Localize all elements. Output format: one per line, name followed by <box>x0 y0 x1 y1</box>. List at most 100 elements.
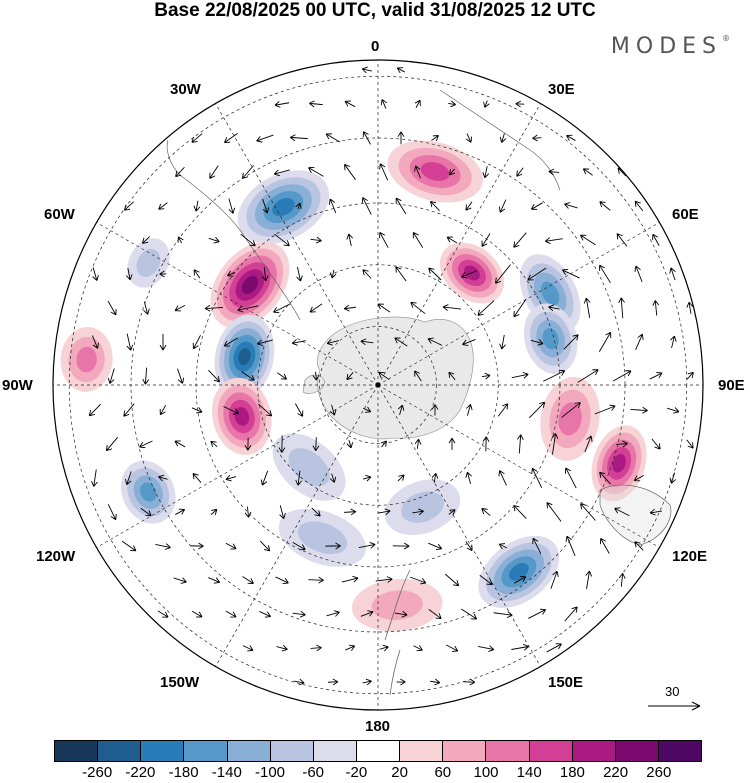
meridian-line <box>377 214 674 386</box>
wind-vector <box>140 507 152 517</box>
lon-label-150e: 150E <box>548 674 584 691</box>
wind-vector <box>599 201 611 211</box>
wind-vector <box>345 644 356 651</box>
wind-vector <box>294 403 304 417</box>
wind-vector <box>326 610 340 617</box>
wind-vector <box>448 437 456 450</box>
colorbar-cell <box>486 741 530 761</box>
colorbar-tick-label: -60 <box>302 764 325 781</box>
wind-vector <box>649 508 662 516</box>
wind-vector <box>312 371 320 381</box>
wind-vector <box>413 645 423 652</box>
wind-vector <box>412 508 424 516</box>
wind-vector <box>392 542 410 550</box>
wind-vector <box>259 540 271 552</box>
wind-vector <box>225 610 237 618</box>
wind-vector <box>375 576 393 583</box>
colorbar-cell <box>141 741 185 761</box>
wind-vector <box>528 401 546 419</box>
wind-vector <box>445 644 459 652</box>
wind-vector <box>448 100 457 108</box>
wind-vector <box>551 433 559 455</box>
wind-vector <box>612 370 632 382</box>
wind-vector <box>481 372 491 380</box>
wind-vector <box>142 367 150 385</box>
wind-vector <box>174 304 186 312</box>
wind-vector <box>278 435 286 453</box>
wind-vector <box>259 611 272 618</box>
lon-label-90e: 90E <box>718 377 745 394</box>
wind-vector <box>225 542 237 550</box>
wind-vector <box>465 201 473 211</box>
wind-vector <box>599 471 611 485</box>
wind-vector <box>308 576 324 584</box>
wind-vector <box>614 507 630 517</box>
wind-vector <box>652 300 660 316</box>
anomaly-contour <box>76 346 97 373</box>
wind-vector <box>465 471 472 484</box>
wind-vector <box>159 404 167 416</box>
wind-vector <box>618 297 625 319</box>
wind-vector <box>121 540 137 552</box>
wind-vector <box>107 368 115 384</box>
wind-vector <box>397 474 405 482</box>
wind-vector <box>227 270 235 277</box>
wind-vector <box>274 101 290 108</box>
wind-vector <box>175 508 186 515</box>
wind-vector <box>630 406 648 414</box>
wind-vector <box>495 264 511 284</box>
wind-vector <box>193 200 201 212</box>
wind-vector <box>277 372 288 380</box>
wind-vector <box>192 472 202 483</box>
wind-vector <box>291 339 306 346</box>
wind-vectors <box>88 66 694 686</box>
wind-vector <box>481 233 491 247</box>
colorbar-cell <box>313 741 357 761</box>
wind-vector <box>477 300 495 316</box>
lon-label-120w: 120W <box>36 548 76 565</box>
colorbar-cell <box>55 741 99 761</box>
lon-label-30w: 30W <box>170 81 201 98</box>
wind-vector <box>174 440 186 448</box>
wind-vector <box>377 508 391 516</box>
meridian-line <box>82 214 379 386</box>
wind-vector <box>362 269 372 279</box>
wind-vector <box>669 472 676 484</box>
colorbar-cell <box>529 741 573 761</box>
wind-vector <box>431 135 439 142</box>
anomaly-contour <box>371 590 423 620</box>
wind-vector <box>328 198 337 214</box>
wind-vector <box>223 337 238 347</box>
wind-vector <box>107 300 117 316</box>
anomaly-contour <box>234 406 250 426</box>
wind-vector <box>686 301 694 314</box>
wind-vector <box>431 472 439 483</box>
wind-vector <box>159 333 167 351</box>
wind-vector <box>583 297 591 318</box>
wind-vector <box>461 608 478 620</box>
colorbar-tick-label: 260 <box>646 764 672 781</box>
wind-vector <box>295 202 302 210</box>
wind-vector <box>262 198 270 214</box>
wind-vector <box>292 610 306 618</box>
colorbar-cell <box>572 741 616 761</box>
wind-vector <box>565 535 576 557</box>
colorbar-cell <box>184 741 228 761</box>
wind-vector <box>92 267 99 281</box>
wind-vector <box>295 470 303 486</box>
wind-vector <box>414 370 422 382</box>
wind-vector <box>649 372 663 380</box>
wind-vector <box>223 406 239 415</box>
wind-vector <box>397 404 405 416</box>
lon-label-150w: 150W <box>160 674 200 691</box>
wind-vector <box>564 606 578 622</box>
wind-vector <box>244 506 252 518</box>
anomaly-contour <box>238 348 251 366</box>
wind-vector <box>686 439 694 449</box>
lon-label-60w: 60W <box>44 206 75 223</box>
wind-vector <box>273 169 290 177</box>
wind-vector <box>344 508 357 516</box>
wind-vector <box>634 200 644 212</box>
colorbar-cell <box>227 741 271 761</box>
wind-vector <box>498 470 507 486</box>
